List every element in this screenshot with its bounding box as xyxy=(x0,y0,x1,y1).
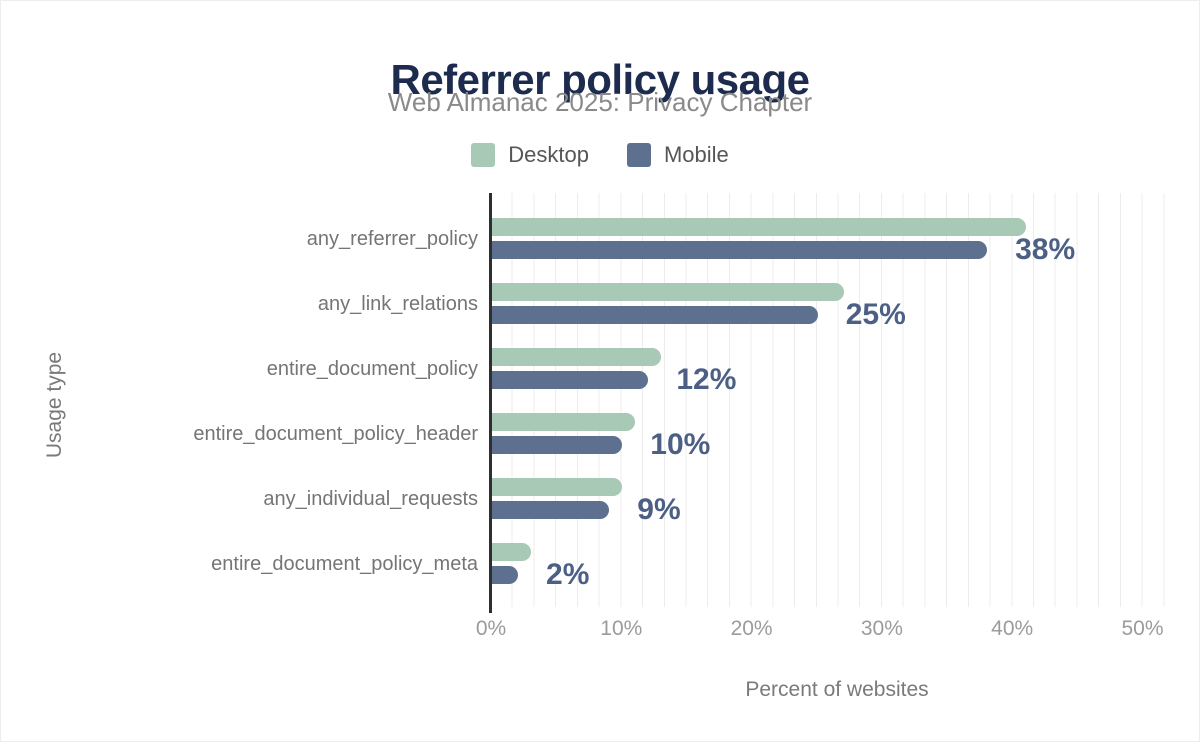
bar-desktop-any_link_relations[interactable] xyxy=(492,283,844,301)
bar-desktop-any_individual_requests[interactable] xyxy=(492,478,623,496)
bar-mobile-any_link_relations[interactable] xyxy=(492,306,818,324)
bar-mobile-any_referrer_policy[interactable] xyxy=(492,241,988,259)
legend-swatch-mobile xyxy=(626,143,651,167)
legend: Desktop Mobile xyxy=(0,141,1200,169)
bar-desktop-entire_document_policy_header[interactable] xyxy=(492,413,636,431)
value-label: 12% xyxy=(676,362,737,396)
legend-item-mobile[interactable]: Mobile xyxy=(626,142,729,168)
bar-mobile-entire_document_policy_header[interactable] xyxy=(492,436,623,454)
x-axis-title: Percent of websites xyxy=(745,678,929,701)
value-label: 9% xyxy=(637,492,681,526)
x-tick-label: 10% xyxy=(600,617,643,640)
category-label: entire_document_policy_header xyxy=(193,422,478,445)
value-label: 2% xyxy=(546,557,590,591)
chart-subtitle: Web Almanac 2025: Privacy Chapter xyxy=(387,87,813,117)
plot-gridlines xyxy=(491,193,1183,607)
x-tick-label: 50% xyxy=(1121,617,1164,640)
bar-mobile-entire_document_policy_meta[interactable] xyxy=(492,566,519,584)
y-axis-title: Usage type xyxy=(43,351,66,459)
legend-label: Desktop xyxy=(508,142,589,167)
bar-desktop-entire_document_policy_meta[interactable] xyxy=(492,543,532,561)
category-label: any_individual_requests xyxy=(263,487,478,510)
x-tick-label: 20% xyxy=(730,617,773,640)
category-label: any_link_relations xyxy=(317,292,478,315)
chart-title: Referrer policy usage xyxy=(390,56,810,104)
legend-swatch-desktop xyxy=(471,143,496,167)
x-tick-label: 0% xyxy=(475,617,507,640)
bar-mobile-entire_document_policy[interactable] xyxy=(492,371,649,389)
bar-desktop-entire_document_policy[interactable] xyxy=(492,348,662,366)
legend-item-desktop[interactable]: Desktop xyxy=(471,142,589,168)
category-label: entire_document_policy xyxy=(266,357,478,380)
value-label: 25% xyxy=(845,297,906,331)
bar-desktop-any_referrer_policy[interactable] xyxy=(492,218,1027,236)
x-tick-label: 40% xyxy=(991,617,1034,640)
category-label: any_referrer_policy xyxy=(306,227,478,250)
value-label: 10% xyxy=(650,427,711,461)
legend-label: Mobile xyxy=(663,142,729,167)
value-label: 38% xyxy=(1015,232,1076,266)
bar-mobile-any_individual_requests[interactable] xyxy=(492,501,610,519)
x-tick-label: 30% xyxy=(860,617,903,640)
y-axis-line xyxy=(489,193,492,613)
category-label: entire_document_policy_meta xyxy=(211,552,478,575)
